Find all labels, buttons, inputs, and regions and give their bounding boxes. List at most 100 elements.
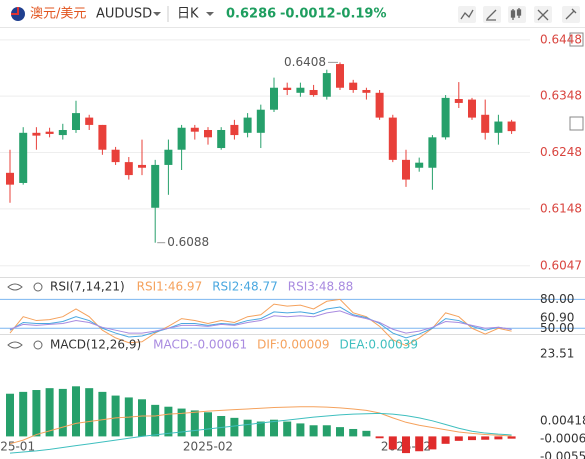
legend-entry: RSI3:48.88: [288, 280, 354, 294]
fullscreen-button[interactable]: [534, 6, 552, 23]
candle-body: [58, 129, 67, 136]
y-tick-label: 50.00: [540, 321, 574, 335]
histogram-bar: [204, 412, 212, 437]
y-tick-label: 0.6448: [540, 32, 582, 46]
candle-body: [428, 137, 437, 168]
histogram-bar: [256, 421, 265, 437]
histogram-bar: [415, 436, 424, 452]
histogram-bar: [19, 391, 28, 437]
candle-body: [494, 121, 503, 133]
candle-body: [243, 117, 252, 133]
indicator-settings[interactable]: [33, 282, 43, 292]
histogram-bar: [481, 436, 490, 440]
candle-body: [454, 99, 463, 103]
dropdown-arrow[interactable]: [153, 12, 161, 16]
histogram-bar: [349, 428, 358, 437]
y-tick-label: -0.00552: [540, 449, 585, 459]
candle-body: [388, 117, 397, 160]
y-tick-label: 0.6248: [540, 145, 582, 159]
visibility-toggle[interactable]: [7, 283, 23, 291]
side-tool[interactable]: [569, 116, 584, 131]
line-series: [9, 306, 512, 339]
candle-body: [468, 99, 476, 118]
histogram-bar: [45, 388, 54, 437]
side-tool[interactable]: [569, 32, 584, 47]
candle-body: [190, 127, 199, 132]
candle-body: [204, 129, 212, 138]
y-tick-label: 0.6047: [540, 258, 582, 272]
candle-type-button[interactable]: [508, 6, 526, 23]
histogram-bar: [32, 390, 41, 437]
candle-body: [296, 87, 305, 93]
pair-name[interactable]: 澳元/美元: [30, 6, 86, 22]
flag-icon: [11, 7, 25, 21]
candle-body: [415, 162, 424, 168]
candle-body: [256, 109, 265, 133]
histogram-bar: [388, 436, 397, 450]
histogram-bar: [85, 388, 94, 437]
candle-body: [375, 92, 384, 118]
y-tick-label: 0.6148: [540, 201, 582, 215]
histogram-bar: [177, 408, 186, 437]
histogram-bar: [494, 436, 503, 440]
histogram-bar: [402, 436, 410, 454]
candle-body: [177, 127, 186, 150]
histogram-bar: [322, 425, 331, 437]
y-extreme-label: 60.90: [540, 310, 574, 324]
candle-body: [481, 114, 490, 133]
period[interactable]: 日K: [177, 7, 199, 22]
indicator-button[interactable]: [458, 6, 476, 23]
side-tools: [569, 32, 584, 131]
legend-entry: DIF:0.00009: [257, 338, 329, 352]
low-annotation: 0.6088: [167, 235, 209, 249]
histogram-bar: [243, 419, 252, 437]
candle-body: [270, 87, 278, 110]
indicator-title: MACD(12,26,9): [50, 338, 141, 352]
candle-body: [72, 113, 80, 130]
y-tick-label: 0.00418: [540, 413, 585, 427]
indicator-settings[interactable]: [33, 340, 43, 350]
candle-body: [230, 124, 239, 136]
histogram-bar: [111, 395, 120, 437]
change-percent: -0.19%: [336, 7, 387, 22]
histogram-bar: [336, 427, 344, 437]
candle-body: [217, 129, 226, 149]
settings-button[interactable]: [562, 6, 580, 23]
histogram-bar: [454, 436, 463, 441]
rsi-icons: [7, 282, 43, 292]
line-series: [9, 310, 512, 334]
histogram-bar: [296, 423, 305, 437]
legend-entry: DEA:0.00039: [340, 338, 419, 352]
histogram-bar: [6, 393, 14, 437]
histogram-bar: [468, 436, 476, 441]
line-series: [9, 298, 512, 347]
y-tick-label: -0.00067: [540, 431, 585, 445]
histogram-bar: [270, 419, 278, 437]
candle-body: [124, 162, 133, 176]
histogram-bar: [283, 421, 292, 437]
candle-body: [322, 73, 331, 97]
candle-body: [164, 149, 173, 165]
dropdown-arrow[interactable]: [206, 12, 214, 16]
candle-body: [309, 89, 318, 96]
histogram-bar: [72, 386, 80, 437]
visibility-toggle[interactable]: [7, 341, 23, 349]
histogram-bar: [58, 388, 67, 437]
histogram-bar: [217, 415, 226, 437]
line-series: [9, 412, 512, 454]
candle-body: [111, 149, 120, 163]
candle-body: [85, 117, 94, 125]
legend-entry: RSI1:46.97: [137, 280, 203, 294]
candle-body: [151, 164, 160, 208]
high-annotation: 0.6408: [284, 55, 326, 69]
candle-body: [6, 172, 14, 185]
histogram-bar: [309, 425, 318, 437]
histogram-bar: [98, 391, 107, 437]
y-tick-label: 0.6348: [540, 89, 582, 103]
symbol[interactable]: AUDUSD: [96, 7, 152, 22]
candle-body: [441, 97, 450, 138]
draw-button[interactable]: [483, 6, 501, 23]
